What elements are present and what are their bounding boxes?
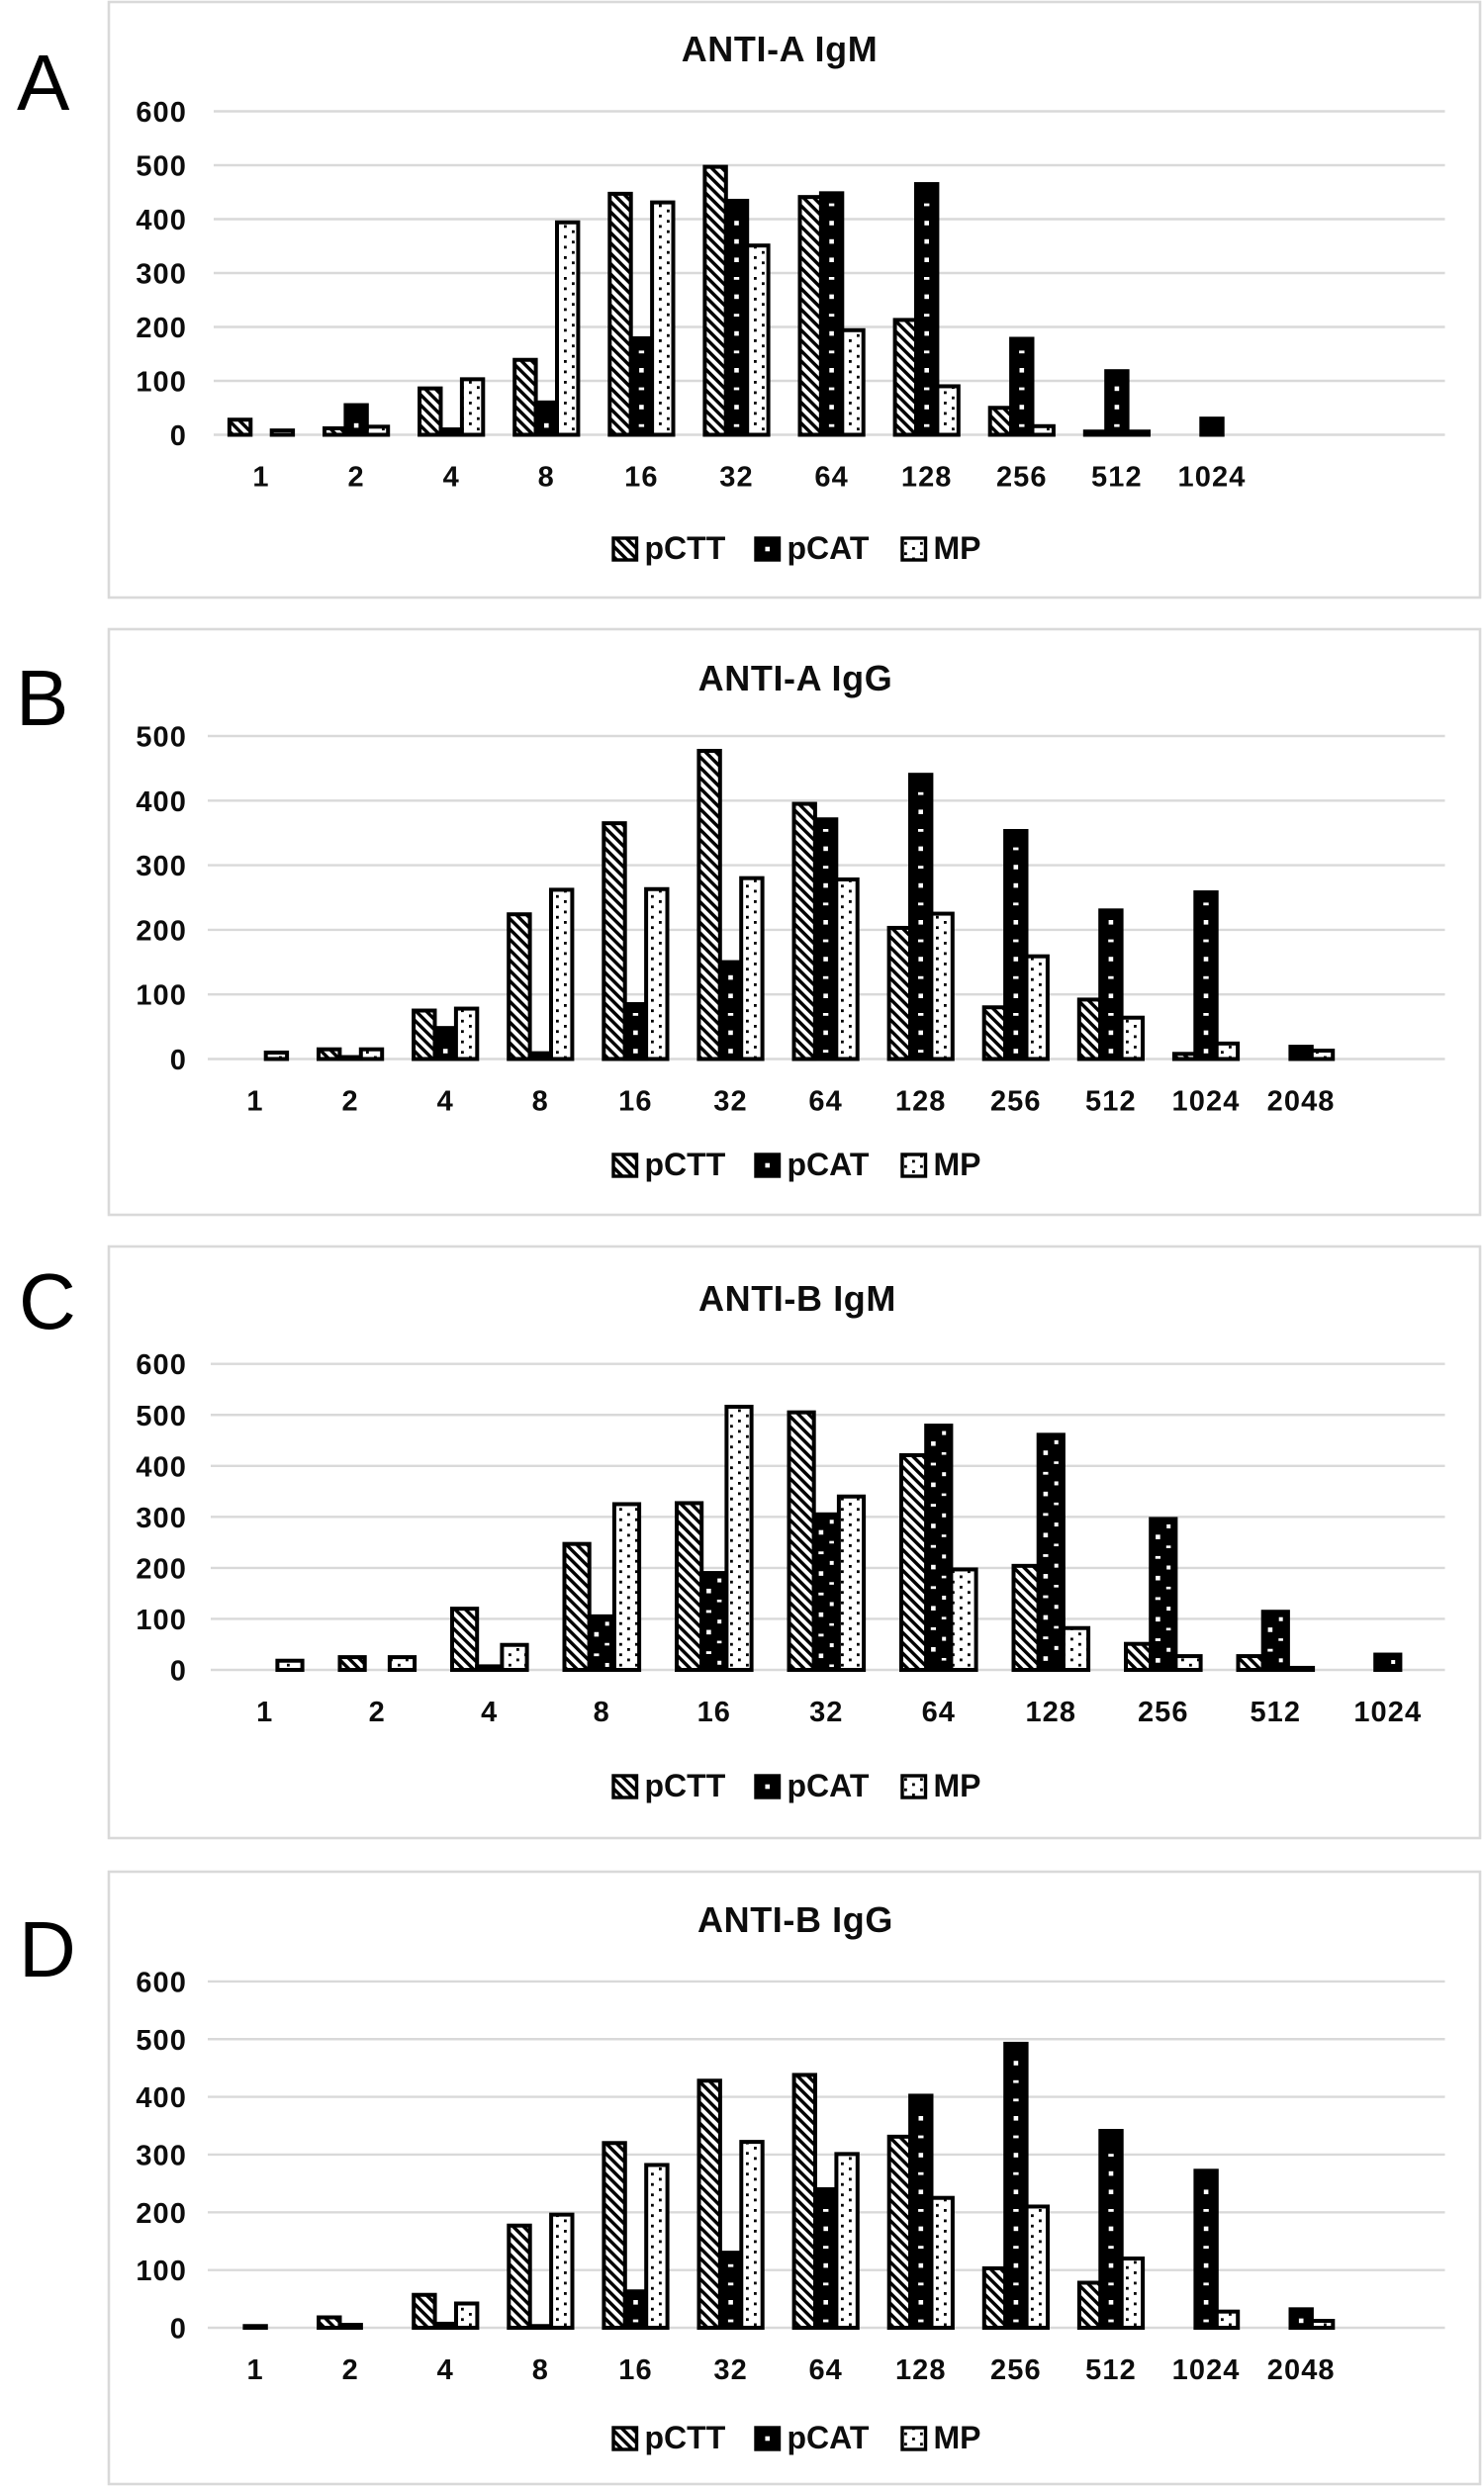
svg-text:64: 64 xyxy=(808,1086,842,1118)
svg-text:16: 16 xyxy=(618,1086,652,1118)
svg-text:B: B xyxy=(16,654,68,742)
svg-text:500: 500 xyxy=(136,2025,187,2057)
svg-text:4: 4 xyxy=(437,1086,454,1118)
svg-text:300: 300 xyxy=(136,851,187,882)
svg-text:2: 2 xyxy=(341,1086,358,1118)
svg-text:300: 300 xyxy=(136,259,187,291)
svg-text:200: 200 xyxy=(136,2198,187,2230)
svg-text:D: D xyxy=(19,1905,76,1993)
svg-text:500: 500 xyxy=(136,151,187,183)
svg-text:128: 128 xyxy=(1025,1697,1076,1728)
svg-text:128: 128 xyxy=(895,2354,947,2386)
svg-text:100: 100 xyxy=(136,980,187,1012)
svg-text:1024: 1024 xyxy=(1172,2354,1241,2386)
svg-text:32: 32 xyxy=(809,1697,843,1728)
svg-text:512: 512 xyxy=(1085,2354,1137,2386)
svg-text:8: 8 xyxy=(594,1697,610,1728)
svg-text:512: 512 xyxy=(1085,1086,1137,1118)
svg-text:600: 600 xyxy=(136,1349,187,1381)
svg-text:200: 200 xyxy=(136,915,187,947)
svg-text:64: 64 xyxy=(814,462,848,494)
svg-text:C: C xyxy=(19,1257,76,1345)
svg-text:32: 32 xyxy=(713,2354,747,2386)
svg-text:8: 8 xyxy=(532,2354,549,2386)
svg-text:A: A xyxy=(17,39,70,127)
svg-text:200: 200 xyxy=(136,1553,187,1585)
svg-text:600: 600 xyxy=(136,97,187,129)
svg-text:1: 1 xyxy=(246,2354,263,2386)
svg-text:400: 400 xyxy=(136,786,187,818)
svg-text:pCTT: pCTT xyxy=(645,1147,726,1182)
svg-text:256: 256 xyxy=(1138,1697,1189,1728)
svg-text:1: 1 xyxy=(256,1697,273,1728)
svg-text:100: 100 xyxy=(136,1605,187,1636)
svg-text:2048: 2048 xyxy=(1267,2354,1336,2386)
svg-text:300: 300 xyxy=(136,2140,187,2171)
svg-text:0: 0 xyxy=(170,420,187,452)
svg-text:16: 16 xyxy=(618,2354,652,2386)
svg-text:pCAT: pCAT xyxy=(788,1147,870,1182)
svg-text:512: 512 xyxy=(1091,462,1143,494)
svg-text:ANTI-B IgM: ANTI-B IgM xyxy=(698,1278,896,1319)
svg-text:1024: 1024 xyxy=(1178,462,1247,494)
svg-text:2: 2 xyxy=(347,462,364,494)
svg-text:MP: MP xyxy=(934,1147,981,1182)
svg-text:512: 512 xyxy=(1250,1697,1301,1728)
svg-text:256: 256 xyxy=(990,2354,1042,2386)
svg-text:pCTT: pCTT xyxy=(645,2420,726,2455)
svg-text:256: 256 xyxy=(990,1086,1042,1118)
svg-text:1: 1 xyxy=(252,462,269,494)
svg-text:4: 4 xyxy=(443,462,460,494)
svg-text:16: 16 xyxy=(624,462,658,494)
svg-text:MP: MP xyxy=(934,1768,981,1803)
svg-text:300: 300 xyxy=(136,1503,187,1534)
svg-text:16: 16 xyxy=(697,1697,731,1728)
svg-text:500: 500 xyxy=(136,722,187,754)
svg-text:pCTT: pCTT xyxy=(645,1768,726,1803)
svg-text:600: 600 xyxy=(136,1967,187,1998)
svg-text:500: 500 xyxy=(136,1401,187,1432)
svg-text:4: 4 xyxy=(481,1697,498,1728)
svg-text:128: 128 xyxy=(901,462,953,494)
svg-text:100: 100 xyxy=(136,2256,187,2287)
svg-text:1024: 1024 xyxy=(1172,1086,1241,1118)
svg-text:2: 2 xyxy=(369,1697,386,1728)
svg-text:4: 4 xyxy=(437,2354,454,2386)
svg-text:0: 0 xyxy=(170,2314,187,2346)
svg-text:1024: 1024 xyxy=(1353,1697,1422,1728)
svg-text:pCAT: pCAT xyxy=(788,530,870,566)
svg-text:128: 128 xyxy=(895,1086,947,1118)
svg-text:64: 64 xyxy=(922,1697,956,1728)
svg-text:32: 32 xyxy=(719,462,753,494)
svg-text:2: 2 xyxy=(342,2354,359,2386)
svg-text:ANTI-A IgG: ANTI-A IgG xyxy=(698,658,893,698)
svg-text:8: 8 xyxy=(538,462,555,494)
svg-text:400: 400 xyxy=(136,205,187,236)
svg-text:0: 0 xyxy=(170,1656,187,1688)
svg-text:2048: 2048 xyxy=(1267,1086,1336,1118)
svg-text:ANTI-B IgG: ANTI-B IgG xyxy=(697,1899,893,1940)
svg-text:256: 256 xyxy=(996,462,1048,494)
svg-text:pCAT: pCAT xyxy=(788,1768,870,1803)
svg-text:ANTI-A IgM: ANTI-A IgM xyxy=(682,29,879,69)
svg-text:8: 8 xyxy=(532,1086,549,1118)
svg-text:64: 64 xyxy=(808,2354,842,2386)
svg-text:100: 100 xyxy=(136,367,187,399)
svg-text:MP: MP xyxy=(934,530,981,566)
svg-text:400: 400 xyxy=(136,1451,187,1483)
svg-text:1: 1 xyxy=(246,1086,263,1118)
svg-text:200: 200 xyxy=(136,313,187,344)
svg-text:pCTT: pCTT xyxy=(645,530,726,566)
svg-text:pCAT: pCAT xyxy=(788,2420,870,2455)
svg-text:32: 32 xyxy=(713,1086,747,1118)
svg-text:0: 0 xyxy=(170,1045,187,1076)
svg-text:400: 400 xyxy=(136,2082,187,2114)
svg-text:MP: MP xyxy=(934,2420,981,2455)
